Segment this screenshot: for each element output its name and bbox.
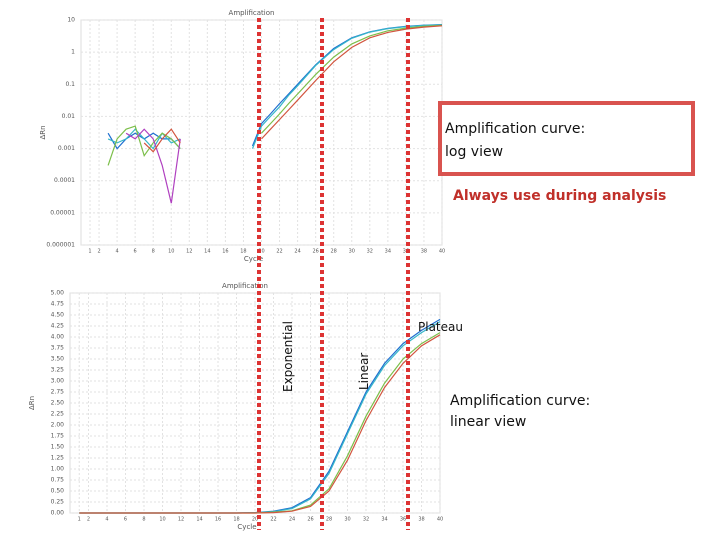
- x-tick-label: 34: [385, 249, 391, 255]
- series-line: [107, 24, 443, 150]
- caption: linear view: [450, 414, 526, 430]
- y-tick-label: 2.50: [51, 400, 65, 407]
- y-tick-label: 1.00: [51, 466, 65, 473]
- x-tick-label: 8: [142, 517, 145, 523]
- x-tick-label: 30: [344, 517, 350, 523]
- x-tick-label: 38: [418, 517, 424, 523]
- charts: AmplificationCycleΔRn1010.10.010.0010.00…: [28, 9, 445, 531]
- y-tick-label: 3.50: [51, 356, 65, 363]
- y-tick-label: 0.0001: [54, 177, 75, 184]
- callout-text: log view: [445, 144, 503, 160]
- y-tick-label: 3.00: [51, 378, 65, 385]
- chart-title: Amplification: [229, 9, 275, 17]
- x-tick-label: 26: [307, 517, 313, 523]
- x-tick-label: 1: [88, 249, 91, 255]
- x-tick-label: 24: [289, 517, 295, 523]
- y-tick-label: 4.25: [51, 323, 65, 330]
- x-tick-label: 12: [186, 249, 192, 255]
- x-tick-label: 28: [326, 517, 332, 523]
- series-line: [79, 334, 441, 514]
- y-tick-label: 2.75: [51, 389, 65, 396]
- x-tick-label: 2: [87, 517, 90, 523]
- y-tick-label: 5.00: [51, 290, 65, 297]
- x-tick-label: 30: [349, 249, 355, 255]
- x-tick-label: 34: [381, 517, 387, 523]
- x-axis-title: Cycle: [244, 255, 263, 263]
- callout-box: [438, 101, 695, 176]
- x-tick-label: 14: [204, 249, 210, 255]
- phase-markers: [257, 18, 410, 530]
- y-tick-label: 2.25: [51, 411, 65, 418]
- y-tick-label: 4.75: [51, 301, 65, 308]
- x-tick-label: 40: [437, 517, 443, 523]
- y-tick-label: 0.01: [62, 113, 76, 120]
- x-axis-title: Cycle: [237, 523, 256, 531]
- phase-label: Exponential: [281, 321, 295, 392]
- y-axis-title: ΔRn: [28, 396, 36, 410]
- x-tick-label: 20: [252, 517, 258, 523]
- y-tick-label: 3.75: [51, 345, 65, 352]
- x-tick-label: 26: [312, 249, 318, 255]
- x-tick-label: 10: [168, 249, 174, 255]
- x-tick-label: 24: [294, 249, 300, 255]
- x-tick-label: 28: [331, 249, 337, 255]
- x-tick-label: 10: [159, 517, 165, 523]
- x-tick-label: 1: [78, 517, 81, 523]
- phase-label: Plateau: [418, 320, 463, 334]
- caption: Amplification curve:: [450, 393, 590, 409]
- y-tick-label: 0.00001: [50, 209, 75, 216]
- x-tick-label: 40: [439, 249, 445, 255]
- x-tick-label: 22: [276, 249, 282, 255]
- x-tick-label: 16: [222, 249, 228, 255]
- y-tick-label: 0.000001: [46, 242, 75, 249]
- x-tick-label: 20: [258, 249, 264, 255]
- y-axis-title: ΔRn: [39, 125, 47, 139]
- y-tick-label: 0.1: [65, 81, 75, 88]
- x-tick-label: 22: [270, 517, 276, 523]
- x-tick-label: 18: [233, 517, 239, 523]
- y-tick-label: 4.00: [51, 334, 65, 341]
- callout-text: Amplification curve:: [445, 121, 585, 137]
- x-tick-label: 14: [196, 517, 202, 523]
- y-tick-label: 0.75: [51, 477, 65, 484]
- x-tick-label: 16: [215, 517, 221, 523]
- y-tick-label: 2.00: [51, 422, 65, 429]
- x-tick-label: 36: [403, 249, 409, 255]
- x-tick-label: 8: [152, 249, 155, 255]
- y-tick-label: 0.50: [51, 488, 65, 495]
- y-tick-label: 0.25: [51, 499, 65, 506]
- y-tick-label: 1.50: [51, 444, 65, 451]
- x-tick-label: 4: [105, 517, 108, 523]
- x-tick-label: 4: [116, 249, 119, 255]
- y-tick-label: 1.75: [51, 433, 65, 440]
- x-tick-label: 32: [363, 517, 369, 523]
- y-tick-label: 10: [67, 17, 75, 24]
- series-line: [125, 128, 181, 204]
- x-tick-label: 6: [124, 517, 127, 523]
- y-tick-label: 3.25: [51, 367, 65, 374]
- note: Always use during analysis: [453, 188, 666, 204]
- series-line: [107, 24, 443, 166]
- chart-title: Amplification: [222, 282, 268, 290]
- y-tick-label: 4.50: [51, 312, 65, 319]
- y-tick-label: 1: [71, 49, 75, 56]
- x-tick-label: 12: [178, 517, 184, 523]
- x-tick-label: 32: [367, 249, 373, 255]
- x-tick-label: 18: [240, 249, 246, 255]
- x-tick-label: 36: [400, 517, 406, 523]
- y-tick-label: 0.00: [51, 510, 65, 517]
- y-tick-label: 1.25: [51, 455, 65, 462]
- series-line: [143, 25, 443, 153]
- phase-label: Linear: [357, 353, 371, 390]
- x-tick-label: 38: [421, 249, 427, 255]
- x-tick-label: 6: [134, 249, 137, 255]
- y-tick-label: 0.001: [58, 145, 75, 152]
- x-tick-label: 2: [97, 249, 100, 255]
